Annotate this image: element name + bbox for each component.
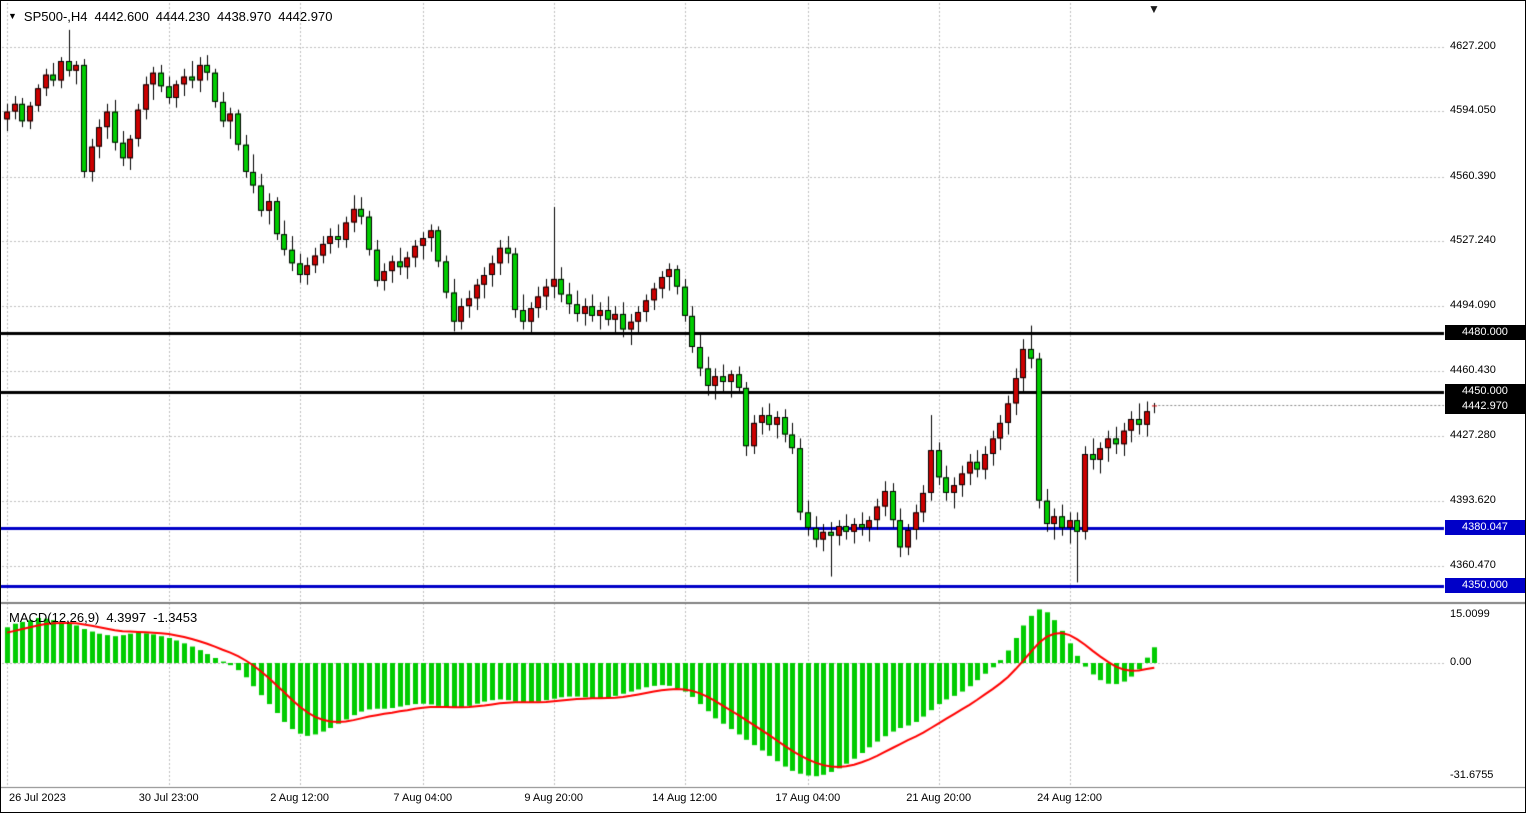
price-axis-label: 4427.280 bbox=[1450, 428, 1496, 441]
hline-price-tag: 4480.000 bbox=[1445, 325, 1525, 341]
time-axis[interactable] bbox=[1, 787, 1525, 812]
price-axis-label: 4494.090 bbox=[1450, 298, 1496, 311]
time-axis-label: 21 Aug 20:00 bbox=[906, 792, 972, 804]
time-axis-label: 7 Aug 04:00 bbox=[393, 792, 453, 804]
time-axis-label: 17 Aug 04:00 bbox=[775, 792, 841, 804]
price-axis-label: 4560.390 bbox=[1450, 169, 1496, 182]
time-axis-label: 26 Jul 2023 bbox=[9, 792, 66, 804]
quote-high: 4444.230 bbox=[155, 9, 210, 24]
current-price-tag: 4442.970 bbox=[1445, 399, 1525, 415]
symbol-timeframe-label: SP500-,H4 bbox=[23, 9, 88, 24]
time-axis-label: 2 Aug 12:00 bbox=[270, 792, 329, 804]
macd-axis-label: -31.6755 bbox=[1450, 769, 1494, 782]
price-axis-label: 4527.240 bbox=[1450, 234, 1496, 247]
hline-price-tag: 4350.000 bbox=[1445, 578, 1525, 594]
time-axis-label: 24 Aug 12:00 bbox=[1037, 792, 1103, 804]
hline-price-tag: 4380.047 bbox=[1445, 519, 1525, 535]
price-axis-label: 4594.050 bbox=[1450, 104, 1496, 117]
time-axis-label: 9 Aug 20:00 bbox=[524, 792, 584, 804]
macd-label-bar: MACD(12,26,9) 4.3997 -1.3453 bbox=[9, 610, 197, 625]
price-axis-label: 4360.470 bbox=[1450, 558, 1496, 571]
macd-signal-value: -1.3453 bbox=[153, 610, 198, 625]
quote-close: 4442.970 bbox=[278, 9, 333, 24]
price-axis-label: 4627.200 bbox=[1450, 40, 1496, 52]
chart-shift-marker-icon[interactable]: ▼ bbox=[1148, 2, 1160, 16]
macd-indicator-name: MACD(12,26,9) bbox=[9, 610, 100, 625]
quote-low: 4438.970 bbox=[216, 9, 272, 24]
macd-axis-label: 0.00 bbox=[1450, 656, 1472, 668]
quote-open: 4442.600 bbox=[94, 9, 149, 24]
price-axis-label: 4460.430 bbox=[1450, 364, 1496, 377]
macd-value: 4.3997 bbox=[106, 610, 147, 625]
hline-price-tag: 4450.000 bbox=[1445, 383, 1525, 399]
chart-title-bar: ▼ SP500-,H4 4442.600 4444.230 4438.970 4… bbox=[8, 9, 332, 24]
price-axis-label: 4393.620 bbox=[1450, 494, 1496, 507]
time-axis-label: 14 Aug 12:00 bbox=[652, 792, 718, 804]
symbol-dropdown-icon[interactable]: ▼ bbox=[8, 11, 17, 21]
macd-axis-label: 15.0099 bbox=[1450, 608, 1490, 620]
time-axis-label: 30 Jul 23:00 bbox=[138, 792, 199, 804]
